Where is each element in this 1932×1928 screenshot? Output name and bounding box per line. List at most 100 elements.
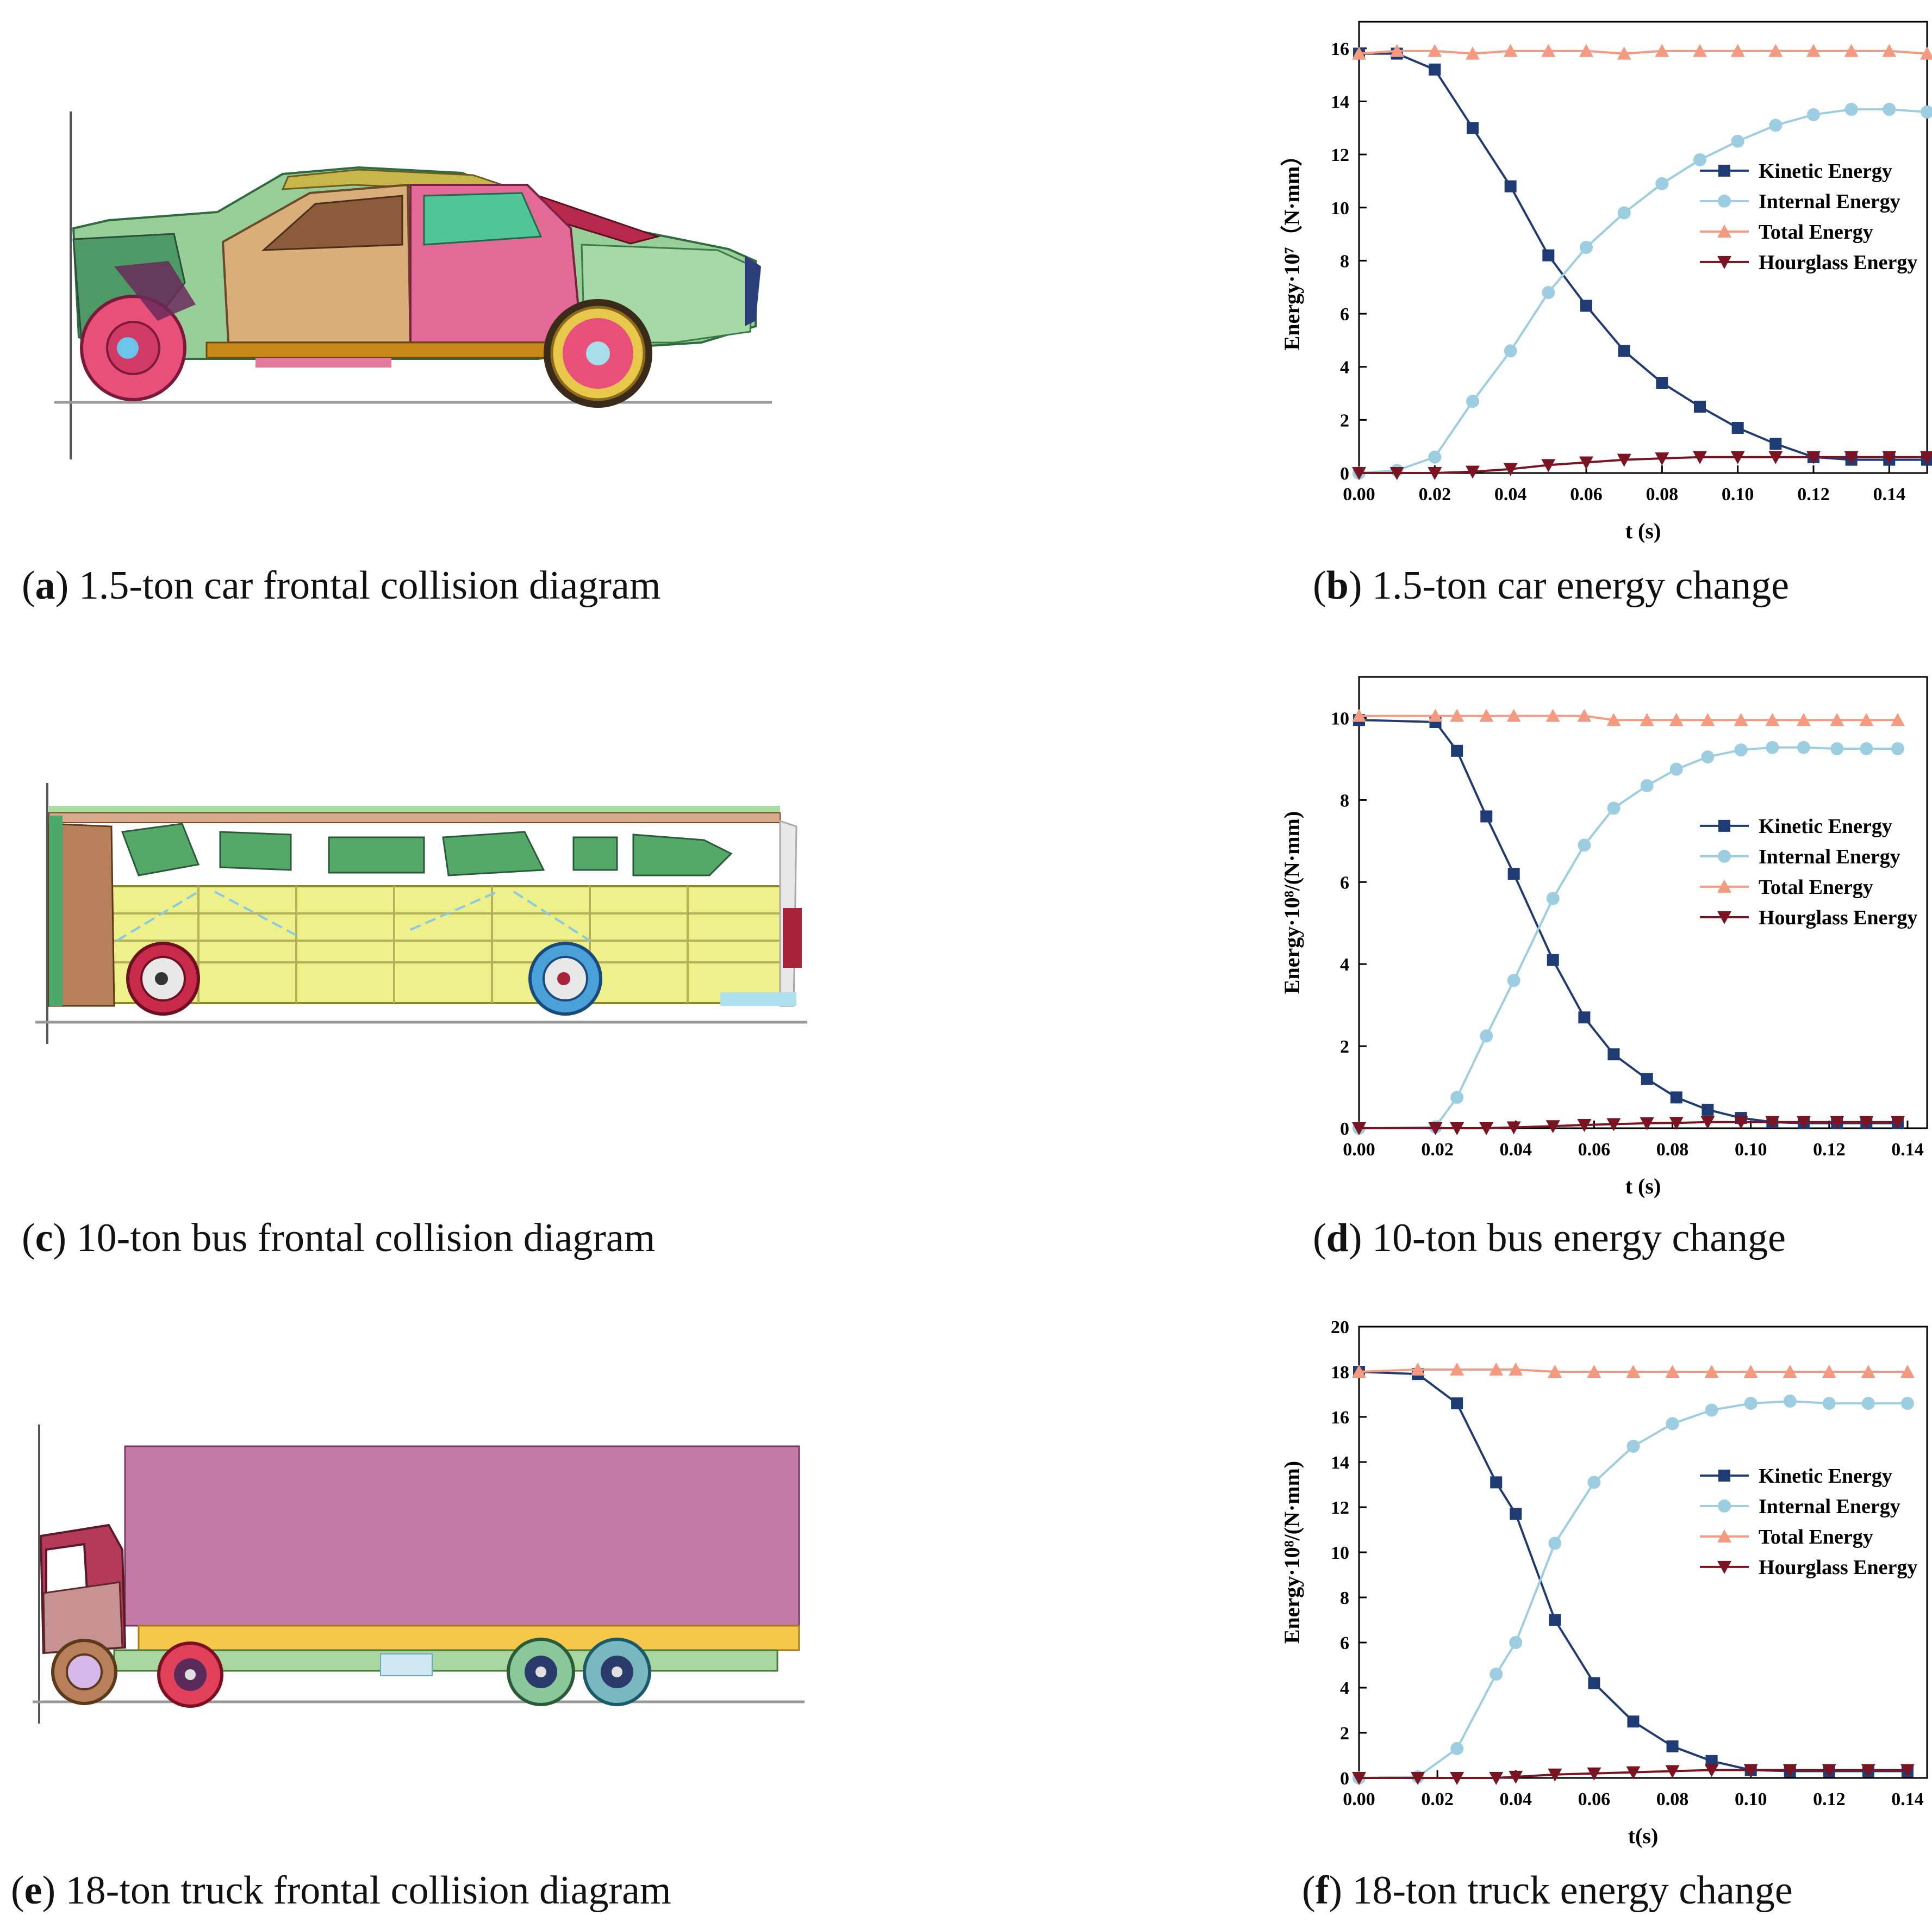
chart-f-truck-energy: 0 2 4 6 8 10 12 14 16 18 20 0.00 0.02 0.04 0.06 0.08 0.1… <box>1280 1317 1928 1848</box>
data-point-internal <box>1428 450 1442 464</box>
x-tick-label: 0.04 <box>1494 484 1527 505</box>
data-point-hourglass <box>1796 1116 1811 1129</box>
data-point-hourglass <box>1920 451 1932 464</box>
legend-label: Kinetic Energy <box>1759 815 1892 838</box>
legend-marker <box>1718 1499 1731 1513</box>
series-line-internal <box>1358 746 1898 1129</box>
x-tick-label: 0.02 <box>1421 1140 1454 1160</box>
x-tick-label: 0.12 <box>1813 1140 1846 1160</box>
x-tick-label: 0.08 <box>1646 484 1679 505</box>
x-tick-label: 0.10 <box>1735 1140 1767 1160</box>
y-tick-label: 14 <box>1331 1453 1349 1473</box>
data-point-hourglass <box>1352 1772 1366 1785</box>
data-point-hourglass <box>1626 1766 1641 1780</box>
data-point-hourglass <box>1479 1122 1494 1135</box>
data-point-kinetic <box>1580 300 1592 312</box>
data-point-hourglass <box>1900 1764 1915 1777</box>
truck-collision-diagram <box>33 1425 805 1724</box>
data-point-hourglass <box>1830 1116 1844 1129</box>
data-point-hourglass <box>1890 1116 1905 1129</box>
data-point-kinetic <box>1588 1677 1600 1689</box>
data-point-total <box>1822 1365 1836 1378</box>
data-point-hourglass <box>1822 1764 1836 1777</box>
y-tick-label: 6 <box>1340 1633 1349 1653</box>
data-point-hourglass <box>1506 1121 1521 1135</box>
data-point-hourglass <box>1861 1764 1875 1777</box>
data-point-kinetic <box>1618 345 1630 357</box>
data-point-internal <box>1734 743 1748 757</box>
data-point-internal <box>1701 750 1715 764</box>
data-point-kinetic <box>1507 868 1520 880</box>
data-point-total <box>1489 1362 1504 1376</box>
legend-label: Hourglass Energy <box>1759 1556 1917 1579</box>
y-tick-label: 18 <box>1331 1363 1349 1383</box>
y-tick-label: 8 <box>1340 251 1349 271</box>
data-point-internal <box>1783 1394 1797 1408</box>
legend-label: Kinetic Energy <box>1759 1465 1892 1488</box>
legend-marker <box>1717 879 1731 893</box>
y-tick-label: 4 <box>1340 358 1349 378</box>
data-point-kinetic <box>1504 180 1517 192</box>
x-tick-label: 0.06 <box>1578 1140 1611 1160</box>
data-point-hourglass <box>1389 467 1404 480</box>
legend-label: Hourglass Energy <box>1759 251 1917 274</box>
y-axis-label: Energy·10⁷（N·mm） <box>1280 145 1304 351</box>
car-collision-diagram <box>54 111 772 459</box>
y-tick-label: 8 <box>1340 791 1349 811</box>
y-tick-label: 2 <box>1340 1724 1349 1744</box>
data-point-total <box>1796 713 1811 726</box>
plot-frame <box>1358 21 1928 474</box>
data-point-total <box>1545 708 1560 722</box>
data-point-internal <box>1822 1397 1836 1410</box>
data-point-total <box>1640 713 1654 726</box>
y-axis-label: Energy·10⁸/(N·mm) <box>1280 811 1304 994</box>
data-point-total <box>1900 1365 1915 1378</box>
data-point-internal <box>1807 108 1820 121</box>
x-tick-label: 0.00 <box>1343 1140 1375 1160</box>
data-point-internal <box>1883 103 1896 116</box>
x-tick-label: 0.02 <box>1421 1789 1454 1809</box>
data-point-total <box>1734 713 1748 726</box>
data-point-kinetic <box>1769 438 1782 450</box>
data-point-internal <box>1507 974 1520 987</box>
data-point-total <box>1352 1365 1366 1378</box>
data-point-total <box>1506 708 1521 722</box>
data-point-internal <box>1578 838 1591 852</box>
y-tick-label: 0 <box>1340 1769 1349 1789</box>
data-point-hourglass <box>1466 465 1480 479</box>
data-point-hourglass <box>1450 1122 1464 1135</box>
data-point-internal <box>1744 1397 1758 1410</box>
data-point-total <box>1730 43 1745 57</box>
data-point-total <box>1548 1365 1562 1378</box>
x-tick-label: 0.00 <box>1343 1789 1375 1809</box>
data-point-total <box>1704 1365 1719 1378</box>
data-point-internal <box>1861 1397 1875 1410</box>
data-point-total <box>1768 43 1783 57</box>
data-point-total <box>1450 1362 1464 1376</box>
data-point-total <box>1700 713 1715 726</box>
data-point-total <box>1882 43 1897 57</box>
legend-marker <box>1718 819 1730 832</box>
data-point-hourglass <box>1882 451 1897 464</box>
caption-e: (e) 18-ton truck frontal collision diagr… <box>11 1868 671 1913</box>
data-point-hourglass <box>1428 1122 1443 1135</box>
data-point-internal <box>1860 742 1873 756</box>
data-point-hourglass <box>1548 1768 1562 1782</box>
data-point-hourglass <box>1640 1117 1654 1130</box>
y-tick-label: 0 <box>1340 464 1349 484</box>
data-point-internal <box>1640 779 1654 792</box>
data-point-total <box>1890 713 1905 726</box>
data-point-total <box>1665 1365 1680 1378</box>
data-point-internal <box>1548 1537 1562 1550</box>
data-point-kinetic <box>1480 810 1493 823</box>
data-point-kinetic <box>1607 1048 1620 1061</box>
legend-marker <box>1717 911 1731 924</box>
y-axis-label: Energy·10⁸/(N·mm) <box>1280 1461 1304 1644</box>
x-tick-label: 0.00 <box>1343 484 1375 505</box>
data-point-total <box>1579 43 1593 57</box>
data-point-total <box>1626 1365 1641 1378</box>
data-point-internal <box>1546 892 1560 905</box>
x-tick-label: 0.08 <box>1656 1789 1689 1809</box>
plot-frame <box>1358 676 1928 1129</box>
data-point-internal <box>1666 1417 1679 1431</box>
